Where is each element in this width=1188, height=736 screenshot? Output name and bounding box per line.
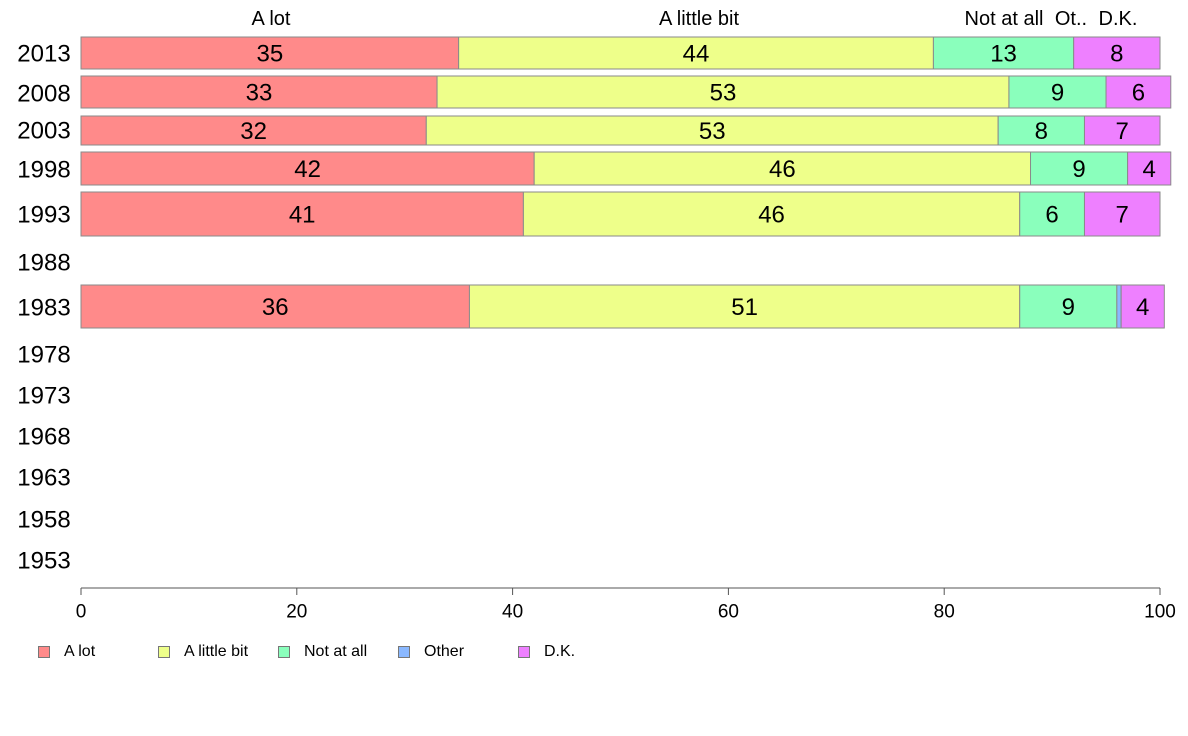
bar-2008-d-k- — [1105, 75, 1172, 109]
y-tick-label-1958: 1958 — [17, 507, 70, 534]
bar-1993-a-little-bit — [522, 191, 1021, 237]
stacked-bar-chart: 2013200820031998199319881983197819731968… — [17, 8, 1176, 623]
data-label-2013-a-little-bit: 44 — [683, 41, 710, 68]
x-tick-label-80: 80 — [934, 602, 955, 623]
data-label-1998-not-at-all: 9 — [1072, 156, 1085, 183]
x-tick-label-20: 20 — [286, 602, 307, 623]
top-label-4: Ot.. — [1055, 8, 1087, 30]
bar-1993-a-lot — [80, 191, 524, 237]
data-label-1983-a-lot: 36 — [262, 294, 289, 321]
y-tick-label-1983: 1983 — [17, 295, 70, 322]
y-tick-label-1978: 1978 — [17, 342, 70, 369]
legend-label: A lot — [64, 643, 96, 660]
legend-swatch — [38, 646, 50, 658]
legend-swatch — [158, 646, 170, 658]
data-label-2013-d-k-: 8 — [1110, 41, 1123, 68]
data-label-1998-a-lot: 42 — [294, 156, 321, 183]
bar-1983-not-at-all — [1019, 284, 1118, 329]
bar-2008-a-lot — [80, 75, 438, 109]
bar-1983-d-k- — [1120, 284, 1165, 329]
legend-item-a-little-bit: A little bit — [158, 642, 248, 662]
data-label-1993-not-at-all: 6 — [1045, 202, 1058, 229]
y-tick-label-1968: 1968 — [17, 424, 70, 451]
bar-1983-a-little-bit — [468, 284, 1021, 329]
y-tick-label-1953: 1953 — [17, 548, 70, 575]
bar-1983-other — [1116, 284, 1122, 329]
legend-item-d-k-: D.K. — [518, 642, 575, 662]
data-label-1983-d-k-: 4 — [1136, 294, 1149, 321]
y-tick-label-1988: 1988 — [17, 250, 70, 277]
legend: A lot A little bit Not at all Other D.K. — [38, 642, 1138, 662]
bar-2013-d-k- — [1073, 36, 1161, 70]
y-tick-label-1998: 1998 — [17, 157, 70, 184]
legend-label: D.K. — [544, 643, 576, 660]
y-tick-label-1973: 1973 — [17, 383, 70, 410]
legend-label: A little bit — [184, 643, 249, 660]
y-tick-label-1993: 1993 — [17, 202, 70, 229]
data-label-2013-a-lot: 35 — [256, 41, 283, 68]
bar-1998-a-lot — [80, 151, 535, 186]
legend-label: Not at all — [304, 643, 368, 660]
y-tick-label-1963: 1963 — [17, 465, 70, 492]
data-label-2008-a-lot: 33 — [246, 80, 273, 107]
bar-2008-not-at-all — [1008, 75, 1107, 109]
y-tick-label-2013: 2013 — [17, 41, 70, 68]
data-label-1993-a-lot: 41 — [289, 202, 316, 229]
legend-swatch — [398, 646, 410, 658]
bar-2013-a-little-bit — [458, 36, 934, 70]
bar-2003-d-k- — [1083, 115, 1161, 146]
bar-1983-a-lot — [80, 284, 470, 329]
data-label-1983-not-at-all: 9 — [1062, 294, 1075, 321]
data-label-2003-a-lot: 32 — [240, 118, 267, 145]
x-tick-label-100: 100 — [1144, 602, 1176, 623]
top-label-1: A lot — [252, 8, 291, 30]
bar-2003-a-lot — [80, 115, 427, 146]
top-label-2: A little bit — [659, 8, 739, 30]
legend-swatch — [518, 646, 530, 658]
data-label-2003-a-little-bit: 53 — [699, 118, 726, 145]
data-label-2003-d-k-: 7 — [1116, 118, 1129, 145]
y-tick-label-2008: 2008 — [17, 81, 70, 108]
bar-1993-d-k- — [1083, 191, 1161, 237]
legend-item-a-lot: A lot — [38, 642, 95, 662]
data-label-2003-not-at-all: 8 — [1035, 118, 1048, 145]
data-label-1993-a-little-bit: 46 — [758, 202, 785, 229]
data-label-2008-a-little-bit: 53 — [710, 80, 737, 107]
bar-2013-a-lot — [80, 36, 460, 70]
data-label-1998-a-little-bit: 46 — [769, 156, 796, 183]
bar-1993-not-at-all — [1019, 191, 1085, 237]
bar-2013-not-at-all — [932, 36, 1075, 70]
x-tick-label-60: 60 — [718, 602, 739, 623]
legend-label: Other — [424, 643, 465, 660]
bar-1998-a-little-bit — [533, 151, 1032, 186]
data-label-1993-d-k-: 7 — [1116, 202, 1129, 229]
bar-2003-a-little-bit — [425, 115, 999, 146]
legend-item-not-at-all: Not at all — [278, 642, 367, 662]
top-label-5: D.K. — [1099, 8, 1138, 30]
data-label-2008-d-k-: 6 — [1132, 80, 1145, 107]
y-tick-label-2003: 2003 — [17, 118, 70, 145]
data-label-1983-a-little-bit: 51 — [731, 294, 758, 321]
bar-2008-a-little-bit — [436, 75, 1010, 109]
bar-1998-d-k- — [1127, 151, 1172, 186]
x-tick-label-40: 40 — [502, 602, 523, 623]
data-label-2008-not-at-all: 9 — [1051, 80, 1064, 107]
data-label-1998-d-k-: 4 — [1143, 156, 1156, 183]
x-tick-label-0: 0 — [76, 602, 87, 623]
legend-item-other: Other — [398, 642, 464, 662]
top-label-3: Not at all — [965, 8, 1044, 30]
legend-swatch — [278, 646, 290, 658]
data-label-2013-not-at-all: 13 — [990, 41, 1017, 68]
